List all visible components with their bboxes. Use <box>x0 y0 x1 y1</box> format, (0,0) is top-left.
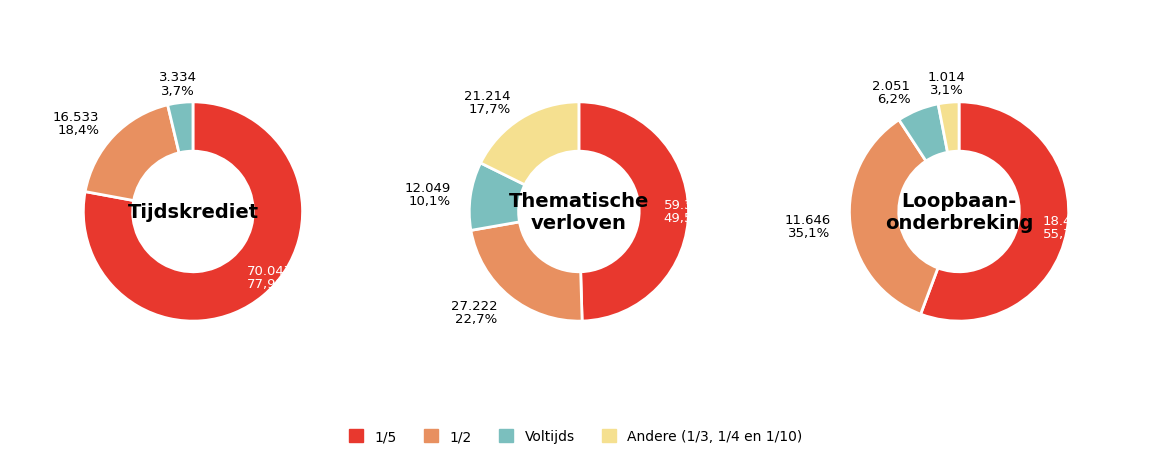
Text: 27.222: 27.222 <box>450 300 498 313</box>
Wedge shape <box>938 103 960 153</box>
Text: 49,5%: 49,5% <box>664 212 706 224</box>
Text: 77,9%: 77,9% <box>248 278 289 291</box>
Text: 1.014: 1.014 <box>927 71 965 84</box>
Text: 2.051: 2.051 <box>872 80 910 93</box>
Text: Tijdskrediet: Tijdskrediet <box>128 202 258 222</box>
Text: Loopbaan-
onderbreking: Loopbaan- onderbreking <box>885 191 1033 232</box>
Text: 55,7%: 55,7% <box>1043 228 1085 241</box>
Text: 3,1%: 3,1% <box>930 84 963 97</box>
Text: Thematische
verloven: Thematische verloven <box>509 191 649 232</box>
Text: 22,7%: 22,7% <box>455 313 498 325</box>
Text: 10,1%: 10,1% <box>409 194 450 207</box>
Wedge shape <box>849 121 938 314</box>
Text: 21.214: 21.214 <box>464 90 510 103</box>
Wedge shape <box>920 103 1069 321</box>
Text: 18,4%: 18,4% <box>58 124 99 137</box>
Text: 12.049: 12.049 <box>404 181 450 194</box>
Text: 11.646: 11.646 <box>785 214 831 227</box>
Wedge shape <box>899 105 948 162</box>
Wedge shape <box>471 222 582 321</box>
Wedge shape <box>480 103 579 185</box>
Text: 16.533: 16.533 <box>53 111 99 123</box>
Wedge shape <box>578 103 689 321</box>
Wedge shape <box>168 103 194 153</box>
Text: 35,1%: 35,1% <box>788 227 831 240</box>
Text: 3.334: 3.334 <box>159 71 197 84</box>
Text: 59.357: 59.357 <box>664 198 711 211</box>
Text: 18.494: 18.494 <box>1043 215 1089 228</box>
Wedge shape <box>83 103 303 321</box>
Wedge shape <box>85 106 179 201</box>
Text: 6,2%: 6,2% <box>877 93 910 106</box>
Text: 17,7%: 17,7% <box>469 103 510 116</box>
Legend: 1/5, 1/2, Voltijds, Andere (1/3, 1/4 en 1/10): 1/5, 1/2, Voltijds, Andere (1/3, 1/4 en … <box>346 425 806 448</box>
Text: 3,7%: 3,7% <box>161 84 195 97</box>
Wedge shape <box>469 163 525 231</box>
Text: 70.047: 70.047 <box>248 265 294 278</box>
